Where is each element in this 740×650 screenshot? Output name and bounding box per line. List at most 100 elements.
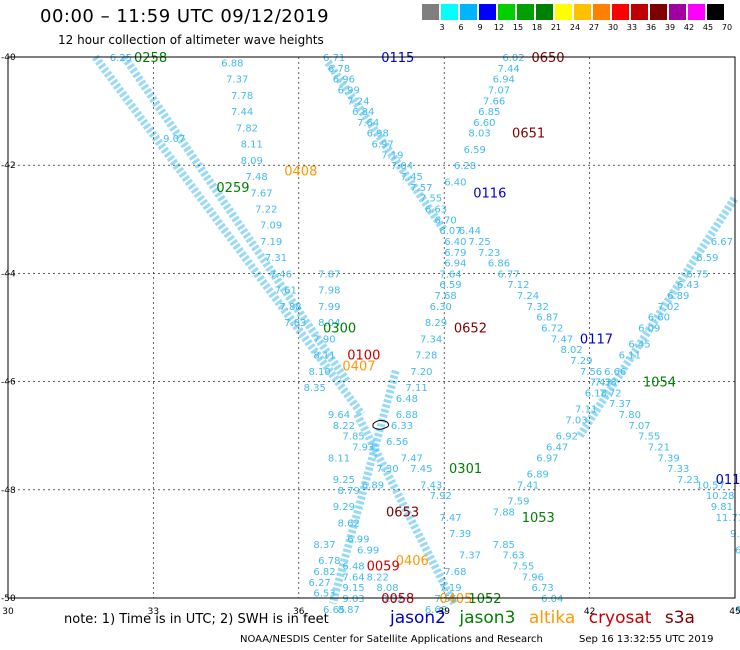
swh-value: 6.94	[444, 259, 466, 270]
swh-value: 8.11	[328, 453, 350, 464]
swh-value: 6.71	[323, 53, 345, 64]
x-tick-label: 42	[584, 607, 595, 617]
swh-value: 6.11	[619, 351, 641, 362]
swh-value: 6.89	[527, 470, 549, 481]
swh-value: 7.37	[609, 399, 631, 410]
footnote: note: 1) Time is in UTC; 2) SWH is in fe…	[64, 612, 329, 627]
legend-cryosat: cryosat	[588, 608, 652, 628]
colorbar-swatch	[460, 4, 477, 20]
swh-value: 7.63	[502, 551, 524, 562]
colorbar-swatch	[669, 4, 686, 20]
swh-value: 8.35	[304, 383, 326, 394]
swh-value: 6.65	[323, 605, 345, 616]
swh-value: 7.64	[439, 269, 461, 280]
swh-value: 7.48	[245, 172, 267, 183]
swh-value: 6.59	[464, 145, 486, 156]
track-band	[328, 369, 400, 605]
swh-value: 7.23	[478, 248, 500, 259]
swh-value: 7.20	[410, 367, 432, 378]
legend-jason2: jason2	[390, 608, 446, 628]
colorbar-swatch	[555, 4, 572, 20]
swh-value: 7.85	[493, 540, 515, 551]
swh-value: 7.92	[430, 491, 452, 502]
swh-value: 7.99	[318, 302, 340, 313]
swh-value: 9.81	[711, 502, 733, 513]
plot-frame	[7, 56, 736, 599]
swh-value: 6.56	[386, 437, 408, 448]
swh-value: 6.53	[313, 589, 335, 600]
colorbar-label: 33	[626, 23, 638, 32]
swh-value: 7.66	[483, 96, 505, 107]
swh-value: 6.48	[396, 394, 418, 405]
swh-value: 7.19	[381, 150, 403, 161]
colorbar-swatch	[631, 4, 648, 20]
legend-jason3: jason3	[459, 608, 516, 628]
swh-value: 8.11	[313, 351, 335, 362]
swh-value: 6.96	[333, 75, 355, 86]
swh-value: 11.71	[716, 513, 740, 524]
legend-s3a: s3a	[664, 608, 695, 628]
swh-value: 6.87	[536, 313, 558, 324]
swh-value: 7.41	[517, 480, 539, 491]
colorbar-label: 45	[702, 23, 714, 32]
x-tick-label: 33	[148, 607, 159, 617]
wave-height-values: 6.716.786.966.997.246.847.646.986.977.19…	[110, 53, 740, 616]
swh-value: 6.82	[313, 567, 335, 578]
swh-value: 6.88	[221, 58, 243, 69]
pass-time-label: 1054	[643, 376, 676, 391]
colorbar-swatch	[422, 4, 439, 20]
colorbar-swatch	[707, 4, 724, 20]
pass-time-label: 0652	[454, 322, 487, 337]
colorbar-swatch	[574, 4, 591, 20]
swh-value: 6.99	[347, 534, 369, 545]
swh-value: 7.29	[570, 356, 592, 367]
swh-value: 6.99	[338, 85, 360, 96]
colorbar-label: 36	[645, 23, 657, 32]
swh-value: 7.59	[507, 497, 529, 508]
swh-value: 6.59	[439, 280, 461, 291]
swh-value: 8.22	[333, 421, 355, 432]
swh-value: 7.64	[357, 118, 379, 129]
x-tick-label: 45	[729, 607, 740, 617]
swh-value: 7.21	[648, 443, 670, 454]
colorbar-label: 3	[439, 23, 445, 32]
colorbar-swatch	[517, 4, 534, 20]
swh-value: 7.46	[270, 269, 292, 280]
swh-value: 8.02	[561, 345, 583, 356]
swh-value: 6.98	[367, 129, 389, 140]
swh-value: 7.72	[599, 388, 621, 399]
swh-value: 6.66	[604, 367, 626, 378]
colorbar-swatch	[612, 4, 629, 20]
colorbar-label: 21	[550, 23, 562, 32]
swh-value: 6.67	[711, 237, 733, 248]
swh-value: 7.82	[236, 123, 258, 134]
x-tick-label: 30	[2, 607, 14, 617]
colorbar-swatch	[688, 4, 705, 20]
pass-time-label: 0407	[342, 359, 375, 374]
map-title: 00:00 – 11:59 UTC 09/12/2019	[40, 6, 330, 27]
swh-value: 6.68	[425, 605, 447, 616]
swh-value: 7.93	[352, 443, 374, 454]
swh-value: 7.28	[415, 351, 437, 362]
track-band	[324, 60, 448, 233]
credit-line: NOAA/NESDIS Center for Satellite Applica…	[240, 634, 543, 645]
colorbar-swatch	[498, 4, 515, 20]
swh-value: 7.37	[226, 75, 248, 86]
swh-value: 6.43	[677, 280, 699, 291]
swh-value: 7.42	[590, 378, 612, 389]
swh-value: 6.47	[546, 443, 568, 454]
swh-value: 7.64	[342, 572, 364, 583]
swh-value: 7.12	[507, 280, 529, 291]
swh-value: 6.89	[667, 291, 689, 302]
pass-time-label: 0100	[347, 349, 380, 364]
swh-value: 7.61	[275, 286, 297, 297]
satellite-pass-times: 0115 0116 0117 0118 0258 0259 0300 0301 1052 1053…	[134, 51, 740, 607]
swh-value: 6.59	[696, 253, 718, 264]
swh-value: 7.44	[498, 64, 520, 75]
x-tick-label: 39	[438, 607, 450, 617]
pass-time-label: 0258	[134, 51, 167, 66]
swh-value: 6.40	[444, 177, 466, 188]
swh-value: 8.62	[338, 518, 360, 529]
swh-value: 7.44	[231, 107, 253, 118]
swh-value: 6.78	[318, 556, 340, 567]
